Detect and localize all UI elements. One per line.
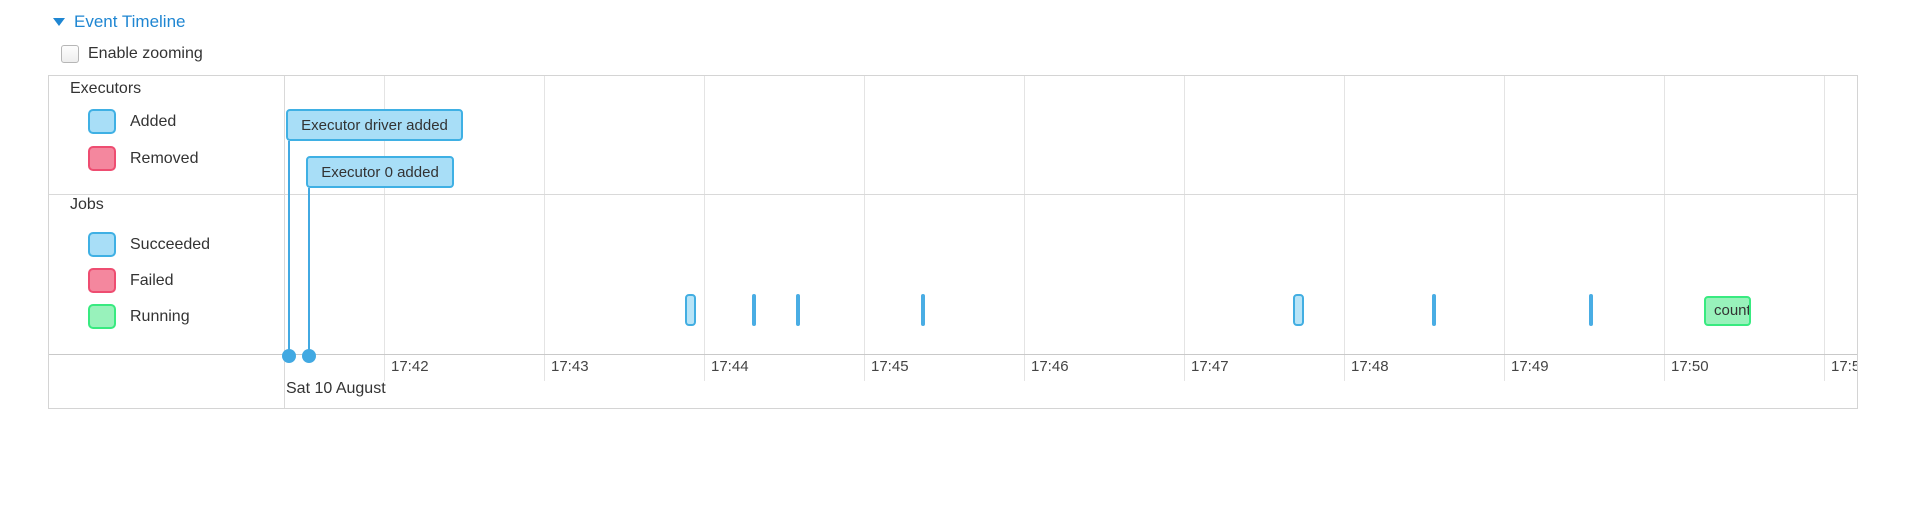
axis-tick-label: 17:42: [391, 358, 429, 375]
axis-gridline: [384, 76, 385, 381]
legend-swatch-added-icon: [88, 109, 116, 134]
legend-item-removed: Removed: [88, 146, 198, 171]
legend-item-running: Running: [88, 304, 190, 329]
legend-label: Running: [130, 307, 190, 325]
group-label-executors: Executors: [70, 80, 142, 97]
legend-swatch-succeeded-icon: [88, 232, 116, 257]
legend-label: Failed: [130, 271, 174, 289]
legend-divider: [284, 76, 285, 408]
timeline-item-job[interactable]: [796, 294, 800, 326]
legend-swatch-failed-icon: [88, 268, 116, 293]
timeline-item-job[interactable]: [1293, 294, 1304, 326]
axis-gridline: [1184, 76, 1185, 381]
axis-gridline: [704, 76, 705, 381]
group-label-jobs: Jobs: [70, 196, 104, 213]
enable-zooming-checkbox[interactable]: [61, 45, 79, 63]
legend-label: Succeeded: [130, 235, 211, 253]
timeline-item-line: [288, 141, 290, 356]
axis-gridline: [864, 76, 865, 381]
axis-gridline: [1024, 76, 1025, 381]
axis-gridline: [1824, 76, 1825, 381]
axis-date-label: Sat 10 August: [286, 380, 386, 397]
axis-tick-label: 17:46: [1031, 358, 1069, 375]
timeline-item-executor[interactable]: Executor driver added: [286, 109, 463, 141]
axis-gridline: [544, 76, 545, 381]
timeline-item-job-running[interactable]: count: [1704, 296, 1751, 326]
axis-tick-label: 17:50: [1671, 358, 1709, 375]
axis-tick-label: 17:44: [711, 358, 749, 375]
axis-tick-label: 17:48: [1351, 358, 1389, 375]
timeline-item-executor[interactable]: Executor 0 added: [306, 156, 454, 188]
timeline-item-dot[interactable]: [282, 349, 296, 363]
legend-label: Added: [130, 112, 177, 130]
time-axis-line: [49, 354, 1857, 355]
axis-tick-label: 17:43: [551, 358, 589, 375]
timeline-item-job[interactable]: [921, 294, 925, 326]
legend-item-added: Added: [88, 109, 176, 134]
axis-gridline: [1664, 76, 1665, 381]
axis-gridline: [1344, 76, 1345, 381]
lane-divider: [49, 194, 1857, 195]
timeline-item-job[interactable]: [752, 294, 756, 326]
legend-item-succeeded: Succeeded: [88, 232, 210, 257]
axis-tick-label: 17:51: [1831, 358, 1857, 375]
event-timeline-toggle[interactable]: Event Timeline: [53, 12, 186, 32]
legend-swatch-removed-icon: [88, 146, 116, 171]
timeline-panel: Executors Added Removed Jobs Succeeded Failed…: [48, 75, 1858, 409]
axis-gridline: [1504, 76, 1505, 381]
timeline-item-job[interactable]: [1432, 294, 1436, 326]
axis-tick-label: 17:47: [1191, 358, 1229, 375]
enable-zooming-control[interactable]: Enable zooming: [61, 45, 203, 63]
page-title: Event Timeline: [74, 12, 186, 31]
timeline-item-line: [308, 188, 310, 356]
collapse-arrow-icon: [53, 18, 65, 26]
legend-item-failed: Failed: [88, 268, 174, 293]
enable-zooming-label: Enable zooming: [88, 45, 203, 62]
legend-swatch-running-icon: [88, 304, 116, 329]
axis-tick-label: 17:49: [1511, 358, 1549, 375]
timeline-item-dot[interactable]: [302, 349, 316, 363]
axis-tick-label: 17:45: [871, 358, 909, 375]
legend-label: Removed: [130, 149, 199, 167]
timeline-item-job[interactable]: [1589, 294, 1593, 326]
timeline-item-job[interactable]: [685, 294, 696, 326]
